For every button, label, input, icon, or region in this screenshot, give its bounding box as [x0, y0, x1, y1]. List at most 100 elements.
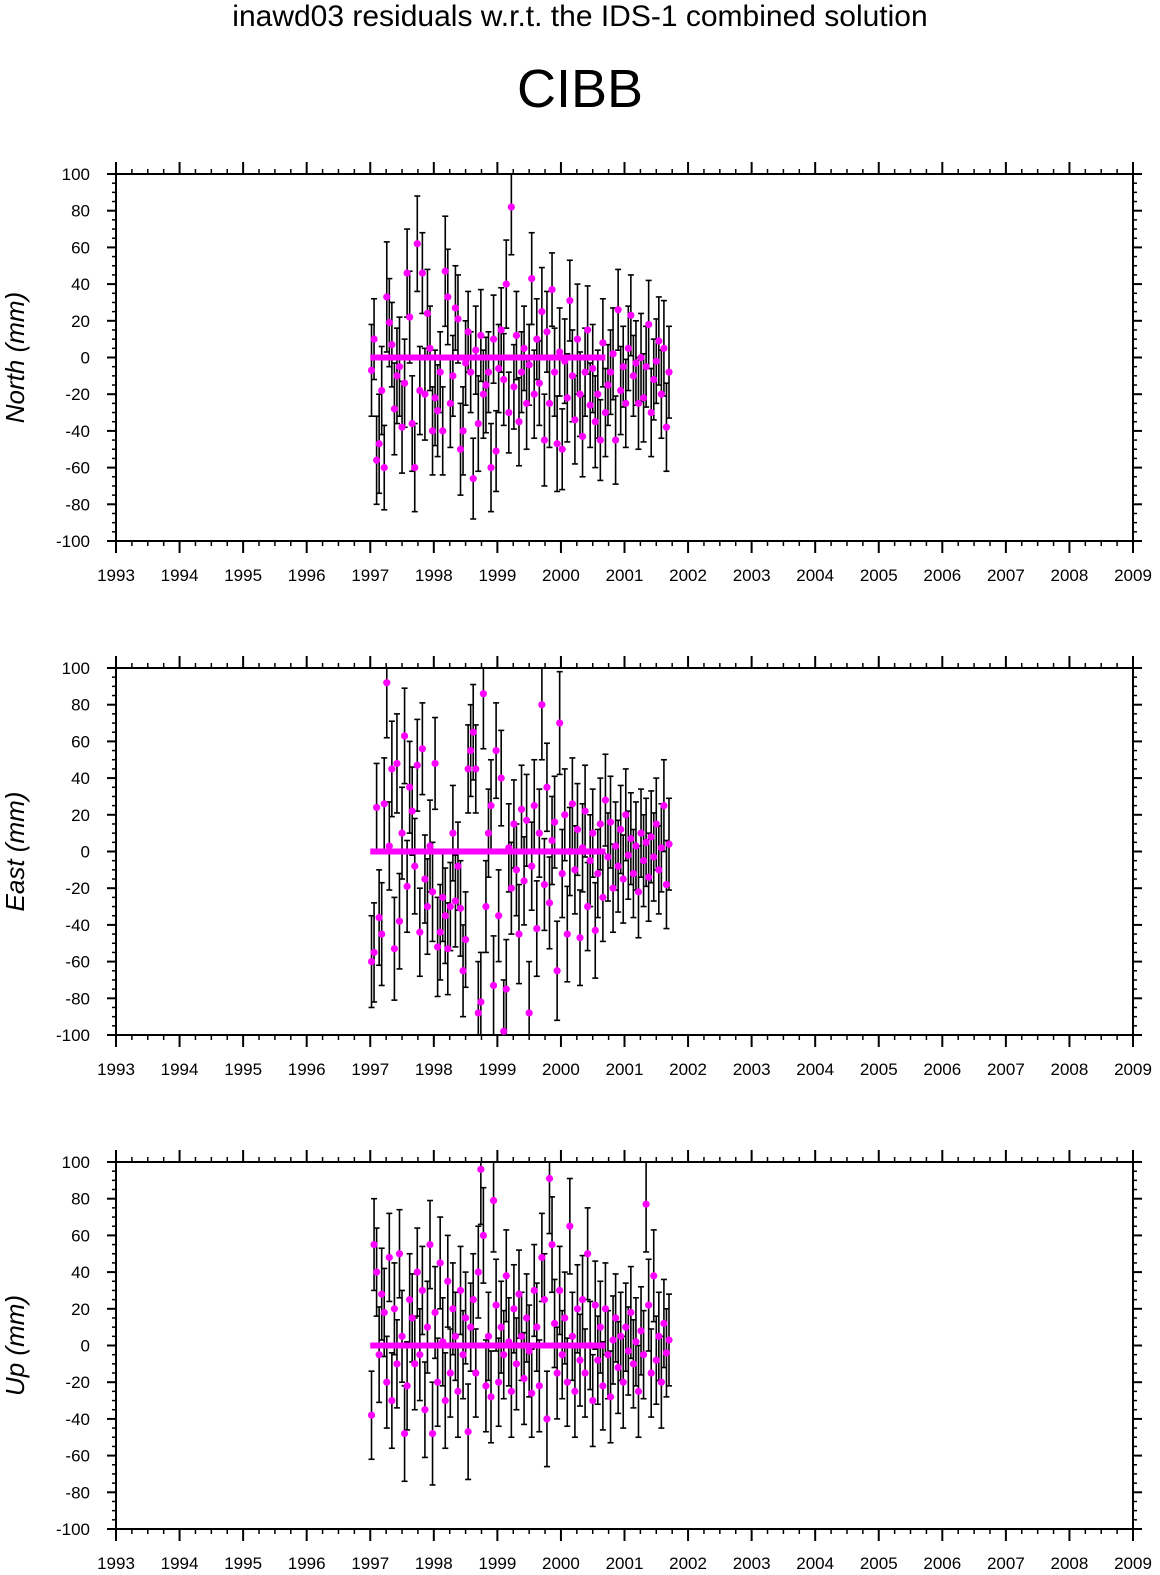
data-point	[665, 1336, 673, 1344]
data-point	[657, 844, 665, 852]
data-point	[604, 1351, 612, 1359]
data-point	[459, 427, 467, 435]
data-point	[459, 967, 467, 975]
data-point	[601, 1305, 610, 1313]
y-tick-label: 80	[71, 202, 90, 221]
data-point	[383, 679, 391, 687]
data-point	[530, 1286, 538, 1295]
data-point	[576, 1356, 584, 1364]
data-point	[609, 884, 617, 892]
x-tick-label: 1994	[161, 1060, 199, 1079]
y-tick-label: 80	[71, 696, 90, 715]
data-point	[515, 418, 523, 426]
x-tick-label: 1998	[415, 566, 453, 585]
data-point	[393, 759, 401, 768]
data-point	[495, 912, 503, 920]
y-tick-label: 80	[71, 1190, 90, 1209]
x-tick-label: 2006	[923, 566, 961, 585]
data-point	[543, 328, 551, 336]
x-tick-label: 1999	[478, 1060, 516, 1079]
data-point	[474, 1009, 482, 1017]
data-point	[487, 464, 495, 472]
y-tick-label: -80	[65, 989, 90, 1008]
data-point	[556, 1286, 564, 1295]
data-point	[601, 796, 610, 804]
data-point	[655, 337, 663, 345]
data-point	[601, 408, 610, 417]
data-point	[624, 344, 632, 352]
x-tick-label: 2008	[1051, 566, 1089, 585]
data-point	[413, 1268, 421, 1276]
data-point	[645, 1301, 653, 1309]
data-point	[461, 359, 470, 367]
data-point	[545, 899, 554, 907]
x-tick-label: 1993	[97, 566, 135, 585]
x-tick-label: 2008	[1051, 1060, 1089, 1079]
data-point	[434, 943, 442, 951]
data-point	[517, 805, 526, 813]
data-point	[553, 1369, 561, 1377]
data-point	[502, 280, 510, 288]
data-point	[540, 436, 549, 444]
data-point	[558, 445, 566, 453]
data-point	[596, 436, 604, 444]
data-point	[400, 379, 409, 387]
data-point	[500, 375, 508, 384]
data-point	[370, 948, 378, 957]
data-point	[589, 1396, 597, 1405]
data-point	[599, 1382, 607, 1390]
data-point	[411, 862, 419, 870]
data-point	[416, 1351, 424, 1359]
data-point	[647, 408, 655, 417]
data-point	[632, 359, 640, 367]
x-tick-label: 2002	[669, 1060, 707, 1079]
data-point	[500, 1351, 508, 1359]
data-point	[538, 1253, 546, 1262]
data-point	[578, 844, 587, 852]
data-point	[482, 902, 490, 911]
data-point	[489, 981, 498, 990]
x-tick-label: 1999	[478, 566, 516, 585]
data-point	[520, 1374, 528, 1383]
data-point	[545, 1174, 554, 1183]
panel-0: 1993 1994 1995 1996 1997 1998 1999 2000 2001 2002…	[0, 162, 1152, 585]
data-point	[467, 746, 475, 755]
data-point	[558, 1351, 566, 1359]
data-point	[441, 267, 449, 275]
data-point	[622, 811, 630, 819]
data-point	[617, 386, 625, 395]
data-point	[612, 842, 620, 850]
data-point	[393, 372, 401, 380]
data-point	[662, 1349, 671, 1357]
data-point	[568, 800, 576, 808]
x-tick-label: 2006	[923, 1554, 961, 1573]
data-point	[528, 862, 536, 870]
data-point	[634, 888, 643, 896]
data-point	[606, 818, 615, 826]
data-point	[388, 765, 396, 773]
data-point	[584, 1250, 592, 1258]
x-tick-label: 2008	[1051, 1554, 1089, 1573]
data-point	[436, 1259, 444, 1267]
data-point	[523, 399, 531, 407]
data-point	[632, 1338, 640, 1346]
data-point	[469, 1296, 477, 1304]
data-point	[540, 880, 549, 889]
data-point	[563, 930, 571, 938]
data-point	[400, 732, 409, 740]
data-point	[660, 1319, 668, 1328]
x-tick-label: 2003	[733, 566, 771, 585]
data-point	[449, 372, 457, 380]
data-point	[406, 313, 414, 321]
data-point	[390, 405, 399, 413]
data-point	[472, 765, 480, 773]
x-tick-label: 2000	[542, 566, 580, 585]
data-point	[375, 1351, 383, 1359]
y-tick-label: 40	[71, 275, 90, 294]
data-point	[535, 1382, 543, 1390]
data-point	[523, 816, 531, 824]
data-point	[642, 1200, 650, 1208]
y-tick-label: 60	[71, 1226, 90, 1245]
data-point	[599, 339, 607, 347]
data-point	[619, 875, 627, 883]
